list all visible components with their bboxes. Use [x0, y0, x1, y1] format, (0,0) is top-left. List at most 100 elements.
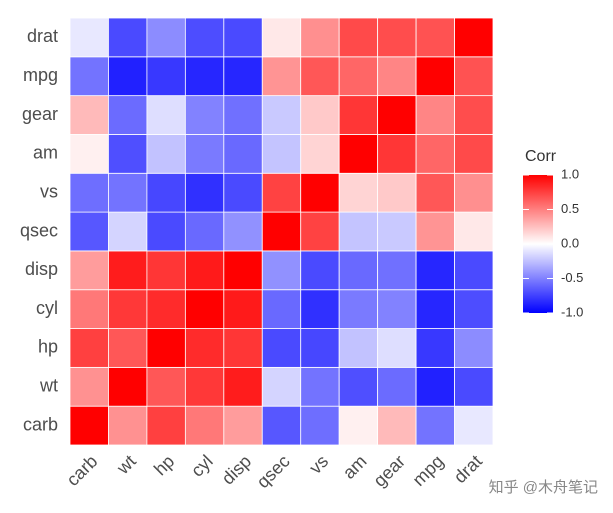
cell [184, 56, 225, 97]
x-tick-label: am [339, 451, 371, 483]
cell [415, 405, 455, 446]
cell [415, 134, 455, 174]
cell [223, 134, 263, 174]
cell [69, 17, 109, 58]
cell [300, 328, 340, 368]
cell [454, 211, 494, 252]
cell [300, 211, 340, 252]
cell [415, 211, 455, 252]
cell [184, 250, 225, 291]
color-tick-label: 1.0 [561, 166, 579, 181]
cell [184, 328, 225, 368]
y-tick-label: hp [38, 337, 58, 357]
cell [108, 56, 148, 97]
cell [454, 250, 494, 291]
cell [300, 56, 340, 97]
cell [300, 405, 340, 446]
cell [69, 328, 109, 368]
cell [69, 250, 109, 291]
cell [69, 405, 109, 446]
x-tick-label: drat [450, 451, 486, 487]
cell [338, 328, 379, 368]
cell [108, 405, 148, 446]
cell [454, 172, 494, 213]
cell [338, 172, 379, 213]
cell [454, 366, 494, 407]
cell [261, 366, 302, 407]
y-tick-label: disp [25, 259, 58, 279]
x-tick-label: carb [63, 451, 102, 490]
cell [146, 95, 186, 135]
cell [184, 405, 225, 446]
cell [261, 95, 302, 135]
cell [454, 328, 494, 368]
cell [454, 134, 494, 174]
cell [108, 328, 148, 368]
cell [108, 250, 148, 291]
cell [146, 366, 186, 407]
cell [300, 366, 340, 407]
cell [261, 56, 302, 97]
watermark: 知乎 @木舟笔记 [489, 479, 598, 496]
cell [146, 17, 186, 58]
x-tick-label: gear [369, 451, 409, 491]
y-tick-label: am [33, 143, 58, 163]
cell [338, 405, 379, 446]
cell [261, 250, 302, 291]
cell [108, 366, 148, 407]
cell [69, 95, 109, 135]
y-tick-label: gear [22, 104, 58, 124]
cell [223, 289, 263, 329]
color-tick-label: -1.0 [561, 304, 583, 319]
cell [377, 328, 417, 368]
cell [377, 366, 417, 407]
cell [184, 211, 225, 252]
cell [415, 250, 455, 291]
cell [146, 328, 186, 368]
cell [338, 289, 379, 329]
cell [338, 211, 379, 252]
cell [261, 134, 302, 174]
cell [261, 405, 302, 446]
cell [146, 211, 186, 252]
cell [415, 366, 455, 407]
cell [146, 250, 186, 291]
cell [184, 289, 225, 329]
cell [338, 17, 379, 58]
cell [184, 17, 225, 58]
x-tick-label: hp [150, 451, 178, 479]
cell [69, 366, 109, 407]
cell [454, 17, 494, 58]
cell [108, 172, 148, 213]
x-tick-label: mpg [409, 451, 448, 490]
cell [338, 250, 379, 291]
cell [69, 172, 109, 213]
cell [223, 172, 263, 213]
cell [454, 405, 494, 446]
cell [415, 95, 455, 135]
cell [454, 95, 494, 135]
cell [338, 134, 379, 174]
cell [223, 17, 263, 58]
cell [146, 405, 186, 446]
cell [377, 134, 417, 174]
cell [261, 211, 302, 252]
cell [223, 405, 263, 446]
cell [300, 134, 340, 174]
cell [108, 17, 148, 58]
cell [300, 172, 340, 213]
cell [69, 134, 109, 174]
x-tick-label: wt [112, 451, 140, 479]
y-tick-label: wt [39, 376, 58, 396]
cell [223, 56, 263, 97]
y-tick-label: carb [23, 414, 58, 434]
cell [415, 56, 455, 97]
color-tick-label: 0.5 [561, 201, 579, 216]
cell [146, 134, 186, 174]
x-tick-label: vs [305, 451, 332, 478]
y-tick-label: vs [40, 181, 58, 201]
y-tick-label: cyl [36, 298, 58, 318]
cell [454, 289, 494, 329]
color-tick-label: -0.5 [561, 270, 583, 285]
